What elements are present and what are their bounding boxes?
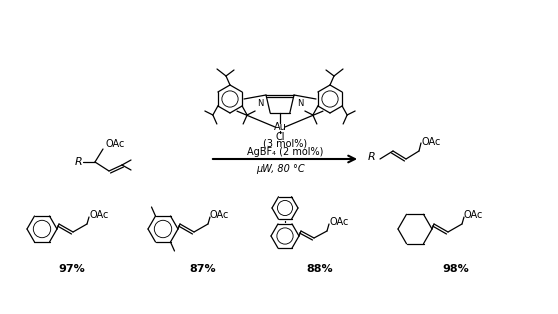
Text: N: N — [297, 100, 304, 109]
Text: 97%: 97% — [59, 264, 85, 274]
Text: 87%: 87% — [190, 264, 217, 274]
Text: OAc: OAc — [89, 210, 108, 220]
Text: (3 mol%): (3 mol%) — [263, 139, 307, 149]
Text: OAc: OAc — [105, 139, 124, 149]
Text: OAc: OAc — [464, 210, 483, 220]
Text: N: N — [257, 100, 263, 109]
Text: 88%: 88% — [307, 264, 333, 274]
Text: Cl: Cl — [275, 132, 285, 142]
Text: OAc: OAc — [329, 217, 348, 227]
Text: OAc: OAc — [421, 137, 440, 147]
Text: AgBF₄ (2 mol%): AgBF₄ (2 mol%) — [247, 147, 323, 157]
Text: R: R — [367, 152, 375, 162]
Text: μW, 80 °C: μW, 80 °C — [256, 164, 304, 174]
Text: 98%: 98% — [442, 264, 469, 274]
Text: Au: Au — [273, 122, 286, 132]
Text: R: R — [74, 157, 82, 167]
Text: OAc: OAc — [210, 210, 229, 220]
